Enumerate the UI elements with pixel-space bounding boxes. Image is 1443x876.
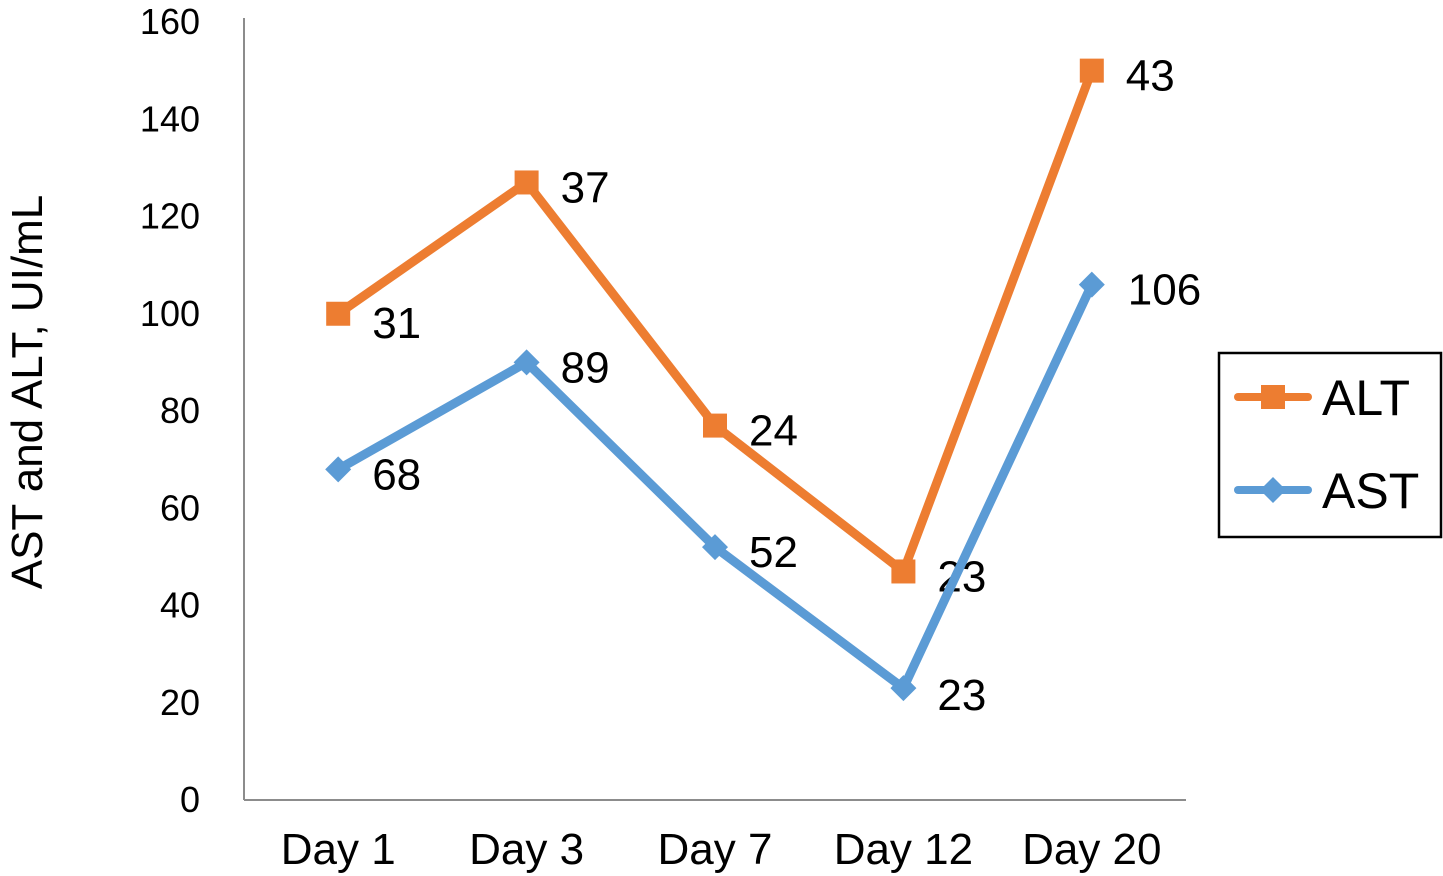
ast-marker xyxy=(325,456,352,483)
alt-data-label: 43 xyxy=(1126,52,1175,101)
legend-ast-marker xyxy=(1260,477,1286,503)
alt-data-label: 37 xyxy=(561,163,610,212)
legend: ALT AST xyxy=(1217,351,1443,539)
alt-data-label: 24 xyxy=(749,407,798,456)
y-tick-label: 20 xyxy=(160,682,200,723)
ast-marker xyxy=(890,675,917,702)
x-tick-label: Day 7 xyxy=(658,825,773,874)
alt-marker xyxy=(514,170,539,195)
ast-marker xyxy=(702,534,728,561)
ast-data-label: 68 xyxy=(372,450,421,499)
ast-data-label: 106 xyxy=(1128,266,1201,315)
x-tick-label: Day 1 xyxy=(281,825,396,874)
ast-data-label: 89 xyxy=(561,343,610,392)
alt-marker xyxy=(703,413,727,438)
y-tick-label: 40 xyxy=(160,585,200,626)
series-ast: 68 89 52 23 106 xyxy=(325,266,1201,720)
y-axis-label: AST and ALT, UI/mL xyxy=(3,195,52,590)
alt-marker xyxy=(1079,58,1104,83)
alt-marker xyxy=(326,301,351,326)
alt-marker xyxy=(891,559,916,584)
ast-line xyxy=(333,280,1097,693)
y-tick-label: 100 xyxy=(140,293,200,334)
y-tick-label: 160 xyxy=(140,1,200,42)
y-tick-label: 120 xyxy=(140,196,200,237)
ast-data-label: 52 xyxy=(749,528,798,577)
ast-marker xyxy=(1078,271,1105,298)
x-tick-label: Day 20 xyxy=(1022,825,1161,874)
ast-data-label: 23 xyxy=(937,671,986,720)
series-group: 31 37 24 23 43 68 89 52 23 106 xyxy=(325,52,1201,720)
legend-items: ALT AST xyxy=(1234,370,1419,519)
legend-ast-label: AST xyxy=(1322,463,1419,519)
y-tick-label: 140 xyxy=(140,98,200,139)
x-tick-label: Day 12 xyxy=(834,825,973,874)
alt-data-label: 31 xyxy=(372,299,421,348)
y-tick-labels: 0 20 40 60 80 100 120 140 160 xyxy=(140,1,200,820)
x-tick-label: Day 3 xyxy=(469,825,584,874)
legend-alt-label: ALT xyxy=(1322,370,1410,426)
legend-box xyxy=(1217,351,1443,539)
y-tick-label: 60 xyxy=(160,487,200,528)
legend-alt-marker xyxy=(1261,385,1285,409)
ast-marker xyxy=(513,349,540,376)
y-tick-label: 80 xyxy=(160,390,200,431)
x-tick-labels: Day 1 Day 3 Day 7 Day 12 Day 20 xyxy=(281,825,1162,874)
y-tick-label: 0 xyxy=(180,779,200,820)
axes xyxy=(243,18,1186,801)
alt-line xyxy=(333,66,1097,576)
